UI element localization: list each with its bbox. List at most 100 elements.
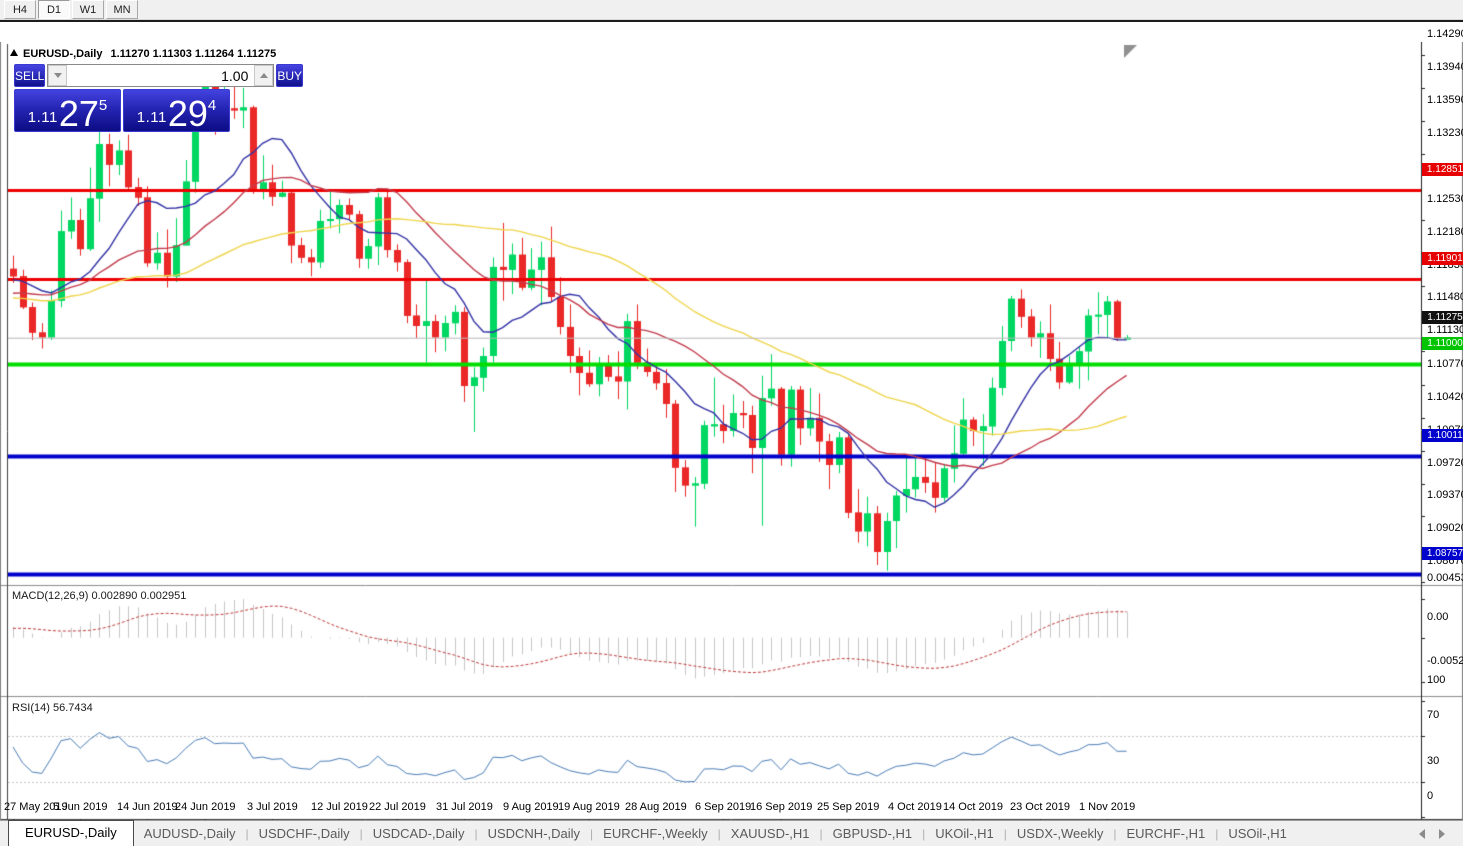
tab-divider: | [474, 827, 478, 841]
rsi-axis-tick: 0 [1427, 790, 1434, 802]
x-axis-date-label: 24 Jun 2019 [175, 801, 236, 813]
tab-divider: | [590, 827, 594, 841]
x-axis-date-label: 19 Aug 2019 [558, 801, 620, 813]
tab-scroll-left-icon[interactable] [1419, 829, 1425, 839]
tab-eurchf-weekly[interactable]: EURCHF-,Weekly [603, 826, 708, 841]
price-line-badge: 1.11275 [1422, 310, 1463, 324]
price-axis-tick: 1.13940 [1427, 60, 1463, 73]
price-chart-canvas[interactable] [0, 42, 1463, 846]
macd-name: MACD(12,26,9) [12, 590, 89, 602]
sell-price-prefix: 1.11 [27, 109, 58, 126]
tab-xauusd-h1[interactable]: XAUUSD-,H1 [730, 826, 810, 841]
price-axis-tick: 1.09720 [1427, 456, 1463, 469]
sell-button[interactable]: SELL [14, 64, 46, 87]
one-click-trading-panel: SELL BUY 1.11 27 5 1.11 29 4 [14, 64, 304, 132]
tab-usdcad-daily[interactable]: USDCAD-,Daily [372, 826, 465, 841]
volume-stepper [47, 64, 275, 87]
rsi-axis-tick: 70 [1427, 708, 1440, 721]
tab-usdx-weekly[interactable]: USDX-,Weekly [1016, 826, 1104, 841]
buy-price-box[interactable]: 1.11 29 4 [123, 89, 230, 132]
buy-price-prefix: 1.11 [136, 109, 167, 126]
price-axis-tick: 1.11130 [1427, 324, 1463, 337]
price-line-badge: 1.11901 [1422, 252, 1463, 266]
price-axis-tick: 1.10420 [1427, 390, 1463, 403]
price-axis-tick: 1.14290 [1427, 28, 1463, 40]
timeframe-button-h4[interactable]: H4 [4, 0, 36, 19]
tab-eurchf-h1[interactable]: EURCHF-,H1 [1126, 826, 1206, 841]
x-axis-date-label: 6 Sep 2019 [695, 801, 752, 813]
volume-input[interactable] [67, 65, 255, 86]
tab-usdcnh-daily[interactable]: USDCNH-,Daily [487, 826, 581, 841]
tab-usdchf-daily[interactable]: USDCHF-,Daily [258, 826, 350, 841]
ohlc-values: 1.11270 1.11303 1.11264 1.11275 [110, 48, 277, 60]
tab-divider: | [922, 827, 926, 841]
tab-ukoil-h1[interactable]: UKOil-,H1 [935, 826, 994, 841]
timeframe-button-w1[interactable]: W1 [72, 0, 104, 19]
timeframe-button-mn[interactable]: MN [106, 0, 138, 19]
tab-divider: | [1215, 827, 1219, 841]
rsi-value: 56.7434 [52, 702, 93, 714]
macd-axis-tick: 0.004536 [1427, 572, 1463, 584]
tab-eurusd-daily[interactable]: EURUSD-,Daily [8, 820, 134, 846]
price-axis-tick: 1.13590 [1427, 93, 1463, 106]
rsi-axis-tick: 100 [1427, 674, 1446, 686]
tab-divider: | [1003, 827, 1007, 841]
price-line-badge: 1.11000 [1422, 336, 1463, 350]
x-axis-date-label: 23 Oct 2019 [1010, 801, 1070, 813]
sell-price-big: 27 [58, 93, 99, 135]
x-axis-date-label: 28 Aug 2019 [625, 801, 687, 813]
macd-value: 0.002890 [91, 590, 138, 602]
chart-window: EURUSD-,Daily 1.11270 1.11303 1.11264 1.1… [0, 20, 1463, 846]
buy-button[interactable]: BUY [276, 64, 304, 87]
tab-divider: | [819, 827, 823, 841]
chart-tabs-bar: EURUSD-,Daily AUDUSD-,Daily | USDCHF-,Daily… [0, 820, 1463, 846]
tab-divider: | [1113, 827, 1117, 841]
sell-price-pip: 5 [98, 97, 108, 114]
macd-signal-value: 0.002951 [140, 590, 187, 602]
rsi-indicator-label: RSI(14) 56.7434 [12, 702, 93, 714]
tab-scroll-arrows [1419, 829, 1463, 846]
rsi-name: RSI(14) [12, 702, 50, 714]
symbol-name: EURUSD-,Daily [23, 48, 103, 60]
x-axis-date-label: 25 Sep 2019 [817, 801, 880, 813]
macd-indicator-label: MACD(12,26,9) 0.002890 0.002951 [12, 590, 186, 602]
x-axis-date-label: 5 Jun 2019 [53, 801, 108, 813]
x-axis-date-label: 27 May 2019 [4, 801, 68, 813]
x-axis-date-label: 3 Jul 2019 [247, 801, 298, 813]
arrow-up-icon [259, 73, 268, 78]
x-axis-date-label: 1 Nov 2019 [1079, 801, 1136, 813]
tab-divider: | [359, 827, 363, 841]
tab-scroll-right-icon[interactable] [1439, 829, 1445, 839]
volume-decrease-button[interactable] [48, 65, 68, 86]
x-axis-date-label: 12 Jul 2019 [311, 801, 368, 813]
x-axis-date-label: 31 Jul 2019 [436, 801, 493, 813]
x-axis-date-label: 4 Oct 2019 [888, 801, 942, 813]
price-axis-tick: 1.10770 [1427, 358, 1463, 371]
x-axis-date-label: 14 Oct 2019 [943, 801, 1003, 813]
volume-increase-button[interactable] [254, 65, 274, 86]
tab-divider: | [717, 827, 721, 841]
collapse-triangle-icon[interactable] [10, 49, 18, 56]
price-axis-tick: 1.09020 [1427, 522, 1463, 535]
buy-price-pip: 4 [207, 97, 217, 114]
x-axis-date-label: 22 Jul 2019 [369, 801, 426, 813]
price-line-badge: 1.12851 [1422, 162, 1463, 176]
tab-usoil-h1[interactable]: USOil-,H1 [1228, 826, 1287, 841]
rsi-axis-tick: 30 [1427, 755, 1440, 768]
buy-price-big: 29 [167, 93, 208, 135]
macd-axis-tick: -0.005205 [1427, 655, 1463, 667]
x-axis-date-label: 16 Sep 2019 [750, 801, 813, 813]
timeframe-button-d1[interactable]: D1 [38, 0, 70, 19]
chart-title: EURUSD-,Daily 1.11270 1.11303 1.11264 1.1… [10, 48, 276, 60]
price-line-badge: 1.10011 [1422, 429, 1463, 443]
timeframe-toolbar: H4 D1 W1 MN [0, 0, 1463, 20]
tab-audusd-daily[interactable]: AUDUSD-,Daily [143, 826, 236, 841]
arrow-down-icon [53, 73, 62, 78]
price-line-badge: 1.08757 [1422, 546, 1463, 560]
x-axis-date-label: 9 Aug 2019 [503, 801, 559, 813]
tab-gbpusd-h1[interactable]: GBPUSD-,H1 [832, 826, 913, 841]
sell-price-box[interactable]: 1.11 27 5 [14, 89, 121, 132]
price-axis-tick: 1.09370 [1427, 489, 1463, 502]
x-axis-date-label: 14 Jun 2019 [117, 801, 178, 813]
